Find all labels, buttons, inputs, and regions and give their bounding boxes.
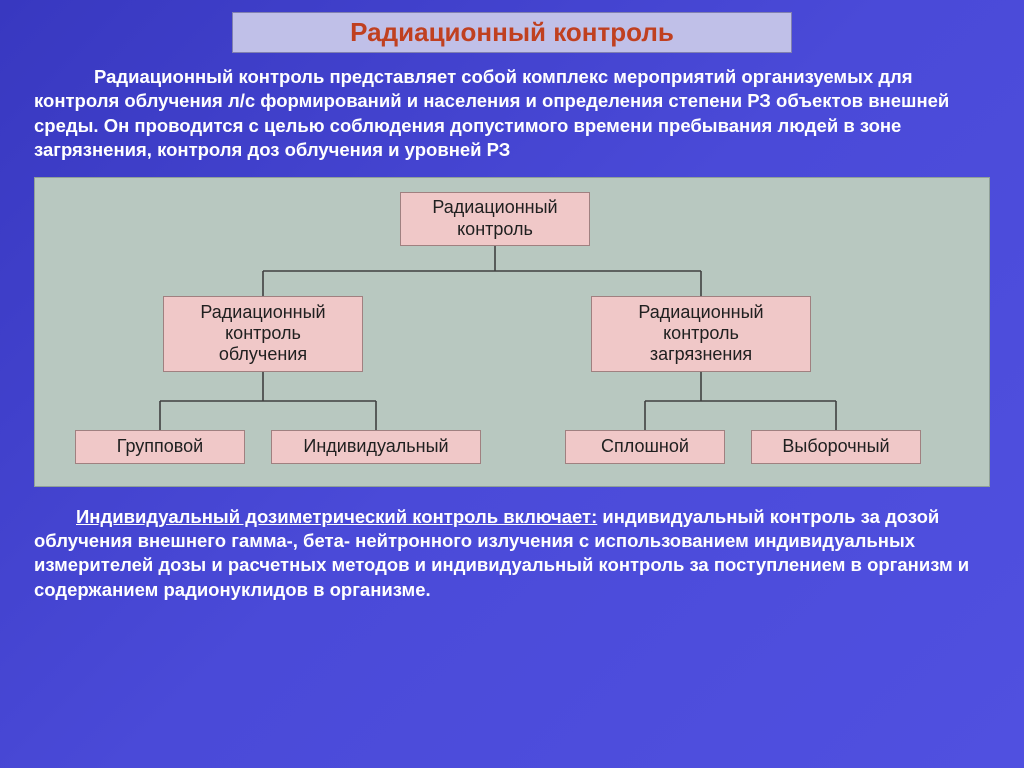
tree-diagram: РадиационныйконтрольРадиационныйконтроль… — [34, 177, 990, 487]
tree-node-left: Радиационныйконтрольоблучения — [163, 296, 363, 372]
tree-node-r1: Сплошной — [565, 430, 725, 464]
slide: Радиационный контроль Радиационный контр… — [0, 0, 1024, 768]
tree-node-r2: Выборочный — [751, 430, 921, 464]
bottom-lead: Индивидуальный дозиметрический контроль … — [76, 506, 597, 527]
tree-node-l1: Групповой — [75, 430, 245, 464]
tree-node-right: Радиационныйконтрользагрязнения — [591, 296, 811, 372]
slide-title-bar: Радиационный контроль — [232, 12, 792, 53]
slide-title: Радиационный контроль — [350, 17, 674, 47]
intro-text: Радиационный контроль представляет собой… — [34, 66, 949, 160]
tree-node-l2: Индивидуальный — [271, 430, 481, 464]
bottom-paragraph: Индивидуальный дозиметрический контроль … — [34, 505, 990, 603]
intro-paragraph: Радиационный контроль представляет собой… — [34, 65, 990, 163]
tree-node-root: Радиационныйконтроль — [400, 192, 590, 246]
